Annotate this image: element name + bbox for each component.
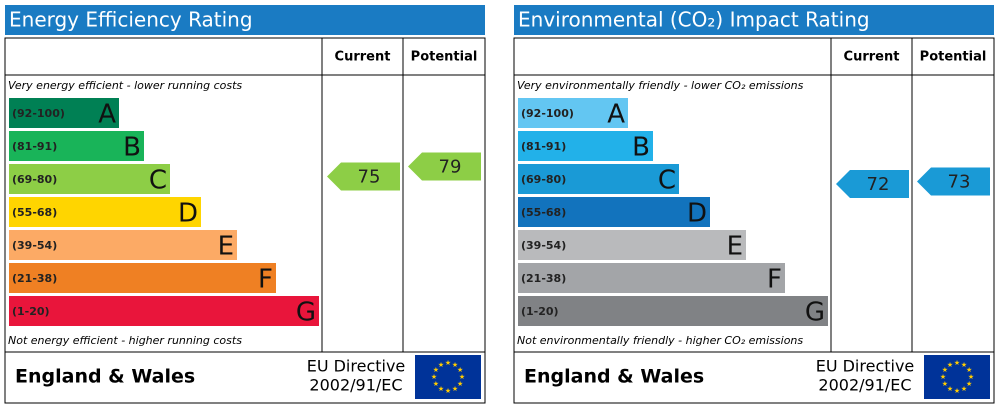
title-bar [514,5,994,35]
column-header: Current [844,50,900,65]
band-letter: G [805,298,825,328]
footer-directive: EU Directive [816,357,915,376]
band-range: (69-80) [12,173,57,186]
eu-star: ★ [433,380,439,388]
column-header: Potential [411,50,478,65]
band-letter: G [296,298,316,328]
band-range: (1-20) [521,305,559,318]
eu-star: ★ [457,366,463,374]
band [518,131,653,161]
band-letter: B [632,133,650,163]
eu-star: ★ [942,366,948,374]
column-header: Current [335,50,391,65]
title: Energy Efficiency Rating [9,8,253,32]
eu-star: ★ [433,366,439,374]
band-range: (81-91) [12,140,57,153]
eu-star: ★ [966,366,972,374]
band-letter: B [123,133,141,163]
eu-star: ★ [961,385,967,393]
band-range: (81-91) [521,140,566,153]
band [9,296,319,326]
title: Environmental (CO₂) Impact Rating [518,8,870,32]
column-header: Potential [920,50,987,65]
eu-star: ★ [452,385,458,393]
eu-star: ★ [954,387,960,395]
rating-arrow [408,152,481,181]
band-range: (39-54) [521,239,566,252]
rating-arrow [327,162,400,191]
eu-star: ★ [445,359,451,367]
rating-value: 73 [948,172,971,193]
band-range: (92-100) [12,107,65,120]
frame [513,37,995,404]
eu-star: ★ [459,373,465,381]
footer-directive: 2002/91/EC [309,376,402,395]
band-range: (92-100) [521,107,574,120]
eu-star: ★ [438,361,444,369]
frame [4,37,486,404]
top-text: Very environmentally friendly - lower CO… [517,79,804,92]
band [9,230,237,260]
footer-directive: EU Directive [307,357,406,376]
band-letter: A [98,100,116,130]
eu-star: ★ [961,361,967,369]
eu-star: ★ [940,373,946,381]
band [9,131,144,161]
bottom-text: Not environmentally friendly - higher CO… [517,334,803,347]
eu-star: ★ [452,361,458,369]
band [518,164,679,194]
bottom-text: Not energy efficient - higher running co… [8,334,242,347]
band-range: (55-68) [12,206,57,219]
rating-value: 75 [358,167,381,188]
band-range: (69-80) [521,173,566,186]
eu-star: ★ [431,373,437,381]
band-range: (55-68) [521,206,566,219]
band-letter: A [607,100,625,130]
band-range: (39-54) [12,239,57,252]
eu-star: ★ [942,380,948,388]
band [9,164,170,194]
band-letter: F [767,265,782,295]
band [9,197,201,227]
band-letter: D [687,199,707,229]
footer-region: England & Wales [15,366,195,388]
band-letter: C [149,166,167,196]
eu-star: ★ [947,385,953,393]
eu-star: ★ [445,387,451,395]
band-letter: E [727,232,743,262]
eu-star: ★ [457,380,463,388]
rating-value: 72 [867,174,890,195]
band [9,263,276,293]
band-range: (21-38) [12,272,57,285]
rating-arrow [917,167,990,196]
eu-star: ★ [968,373,974,381]
band-range: (1-20) [12,305,50,318]
eu-star: ★ [966,380,972,388]
band [518,197,710,227]
footer-region: England & Wales [524,366,704,388]
eu-star: ★ [954,359,960,367]
top-text: Very energy efficient - lower running co… [8,79,242,92]
band [518,296,828,326]
band-letter: C [658,166,676,196]
eu-star: ★ [438,385,444,393]
eu-flag [924,355,990,399]
eu-flag [415,355,481,399]
band [518,230,746,260]
eu-star: ★ [947,361,953,369]
band [518,98,628,128]
band-range: (21-38) [521,272,566,285]
rating-value: 79 [439,157,462,178]
rating-arrow [836,170,909,198]
title-bar [5,5,485,35]
band-letter: F [258,265,273,295]
band-letter: E [218,232,234,262]
footer-directive: 2002/91/EC [818,376,911,395]
band-letter: D [178,199,198,229]
band [9,98,119,128]
band [518,263,785,293]
